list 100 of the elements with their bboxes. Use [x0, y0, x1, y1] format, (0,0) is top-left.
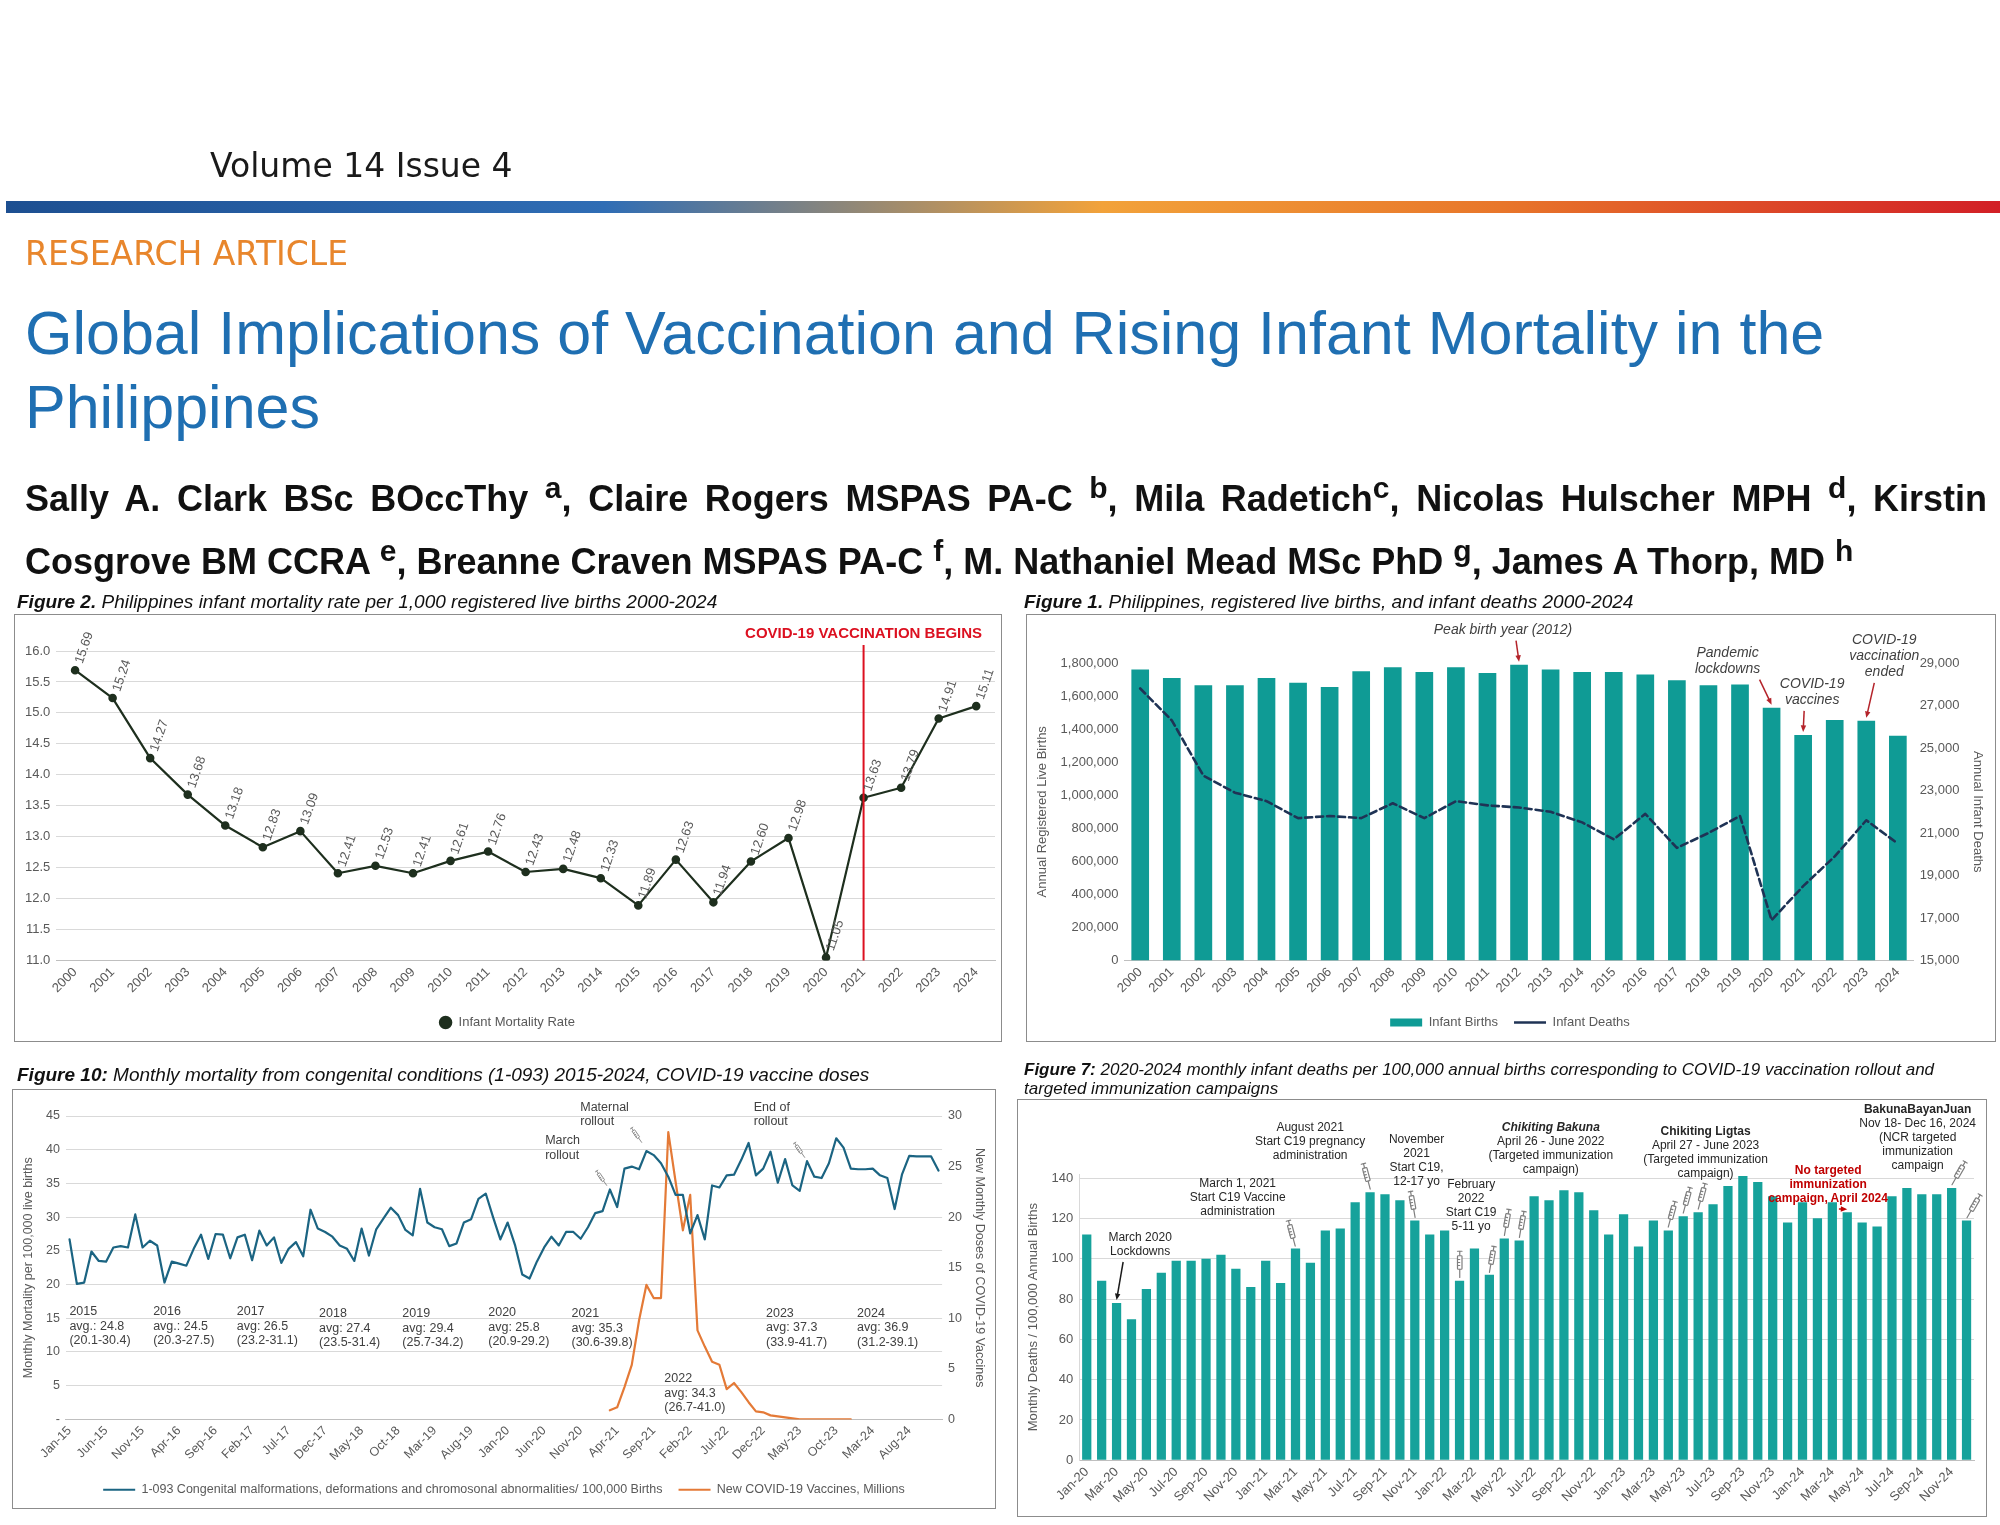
y-tick-label: 5	[52, 1378, 60, 1393]
bar	[1231, 1268, 1241, 1460]
y2-axis-title: New Monthly Doses of COVID-19 Vaccines	[973, 1147, 988, 1388]
bar	[1723, 1186, 1733, 1460]
point	[333, 868, 343, 878]
annotation: Maternal rollout	[580, 1099, 629, 1129]
bar	[1514, 1240, 1524, 1460]
point	[183, 790, 193, 799]
bar	[1961, 1220, 1972, 1460]
bar	[1618, 1214, 1629, 1460]
data-label: 12.61	[446, 820, 472, 856]
y-tick-label: 20	[1058, 1411, 1074, 1427]
data-label: 13.09	[296, 790, 322, 827]
bar	[1678, 1216, 1688, 1460]
y2-tick-label: 20	[948, 1209, 963, 1224]
point	[145, 753, 155, 763]
annotation: 2024 avg: 36.9 (31.2-39.1)	[857, 1305, 919, 1349]
bar	[1261, 1260, 1271, 1460]
bar	[1216, 1254, 1226, 1460]
y-tick-label: 10	[46, 1344, 60, 1359]
y-tick-label: 12.5	[24, 859, 51, 875]
data-label: 12.63	[671, 819, 697, 855]
bar	[1290, 1248, 1301, 1460]
point	[596, 873, 606, 883]
annotation: 2017 avg: 26.5 (23.2-31.1)	[236, 1304, 298, 1348]
bar	[1350, 1202, 1360, 1460]
bar	[1693, 1212, 1703, 1460]
bar	[1887, 1196, 1897, 1460]
y-tick-label: 600,000	[1071, 852, 1119, 868]
bar	[1447, 667, 1465, 961]
data-label: 12.41	[333, 832, 359, 869]
y-tick-label: 400,000	[1071, 885, 1119, 901]
point	[220, 821, 230, 830]
point	[70, 665, 80, 675]
bar	[1156, 1272, 1166, 1460]
bar	[1126, 1319, 1137, 1460]
bar	[1794, 734, 1812, 961]
data-label: 15.24	[108, 657, 134, 694]
bar	[1917, 1194, 1927, 1460]
bar	[1257, 677, 1276, 961]
bar	[1782, 1222, 1793, 1460]
bar	[1162, 677, 1181, 961]
y2-tick-label: 25,000	[1919, 739, 1960, 755]
point	[558, 864, 568, 874]
data-label: 11.94	[709, 862, 734, 898]
bar	[1872, 1226, 1882, 1460]
y-tick-label: 0	[1066, 1451, 1074, 1467]
legend-label: New COVID-19 Vaccines, Millions	[716, 1482, 905, 1497]
bar	[1226, 685, 1244, 961]
y-tick-label: 13.0	[24, 828, 51, 844]
bar	[1825, 720, 1844, 961]
point	[371, 861, 380, 871]
y-tick-label: 100	[1051, 1250, 1074, 1266]
point	[709, 898, 718, 907]
point	[408, 868, 418, 878]
bar	[1738, 1176, 1748, 1460]
y2-tick-label: 5	[948, 1361, 956, 1376]
bar	[1380, 1194, 1390, 1460]
bar	[1454, 1280, 1465, 1460]
data-label: 14.91	[934, 677, 960, 714]
data-label: 13.63	[859, 757, 885, 793]
data-label: 13.18	[221, 785, 247, 821]
bar	[1762, 707, 1781, 961]
bar	[1857, 720, 1876, 961]
y-tick-label: 11.0	[25, 952, 51, 968]
data-label: 12.33	[596, 837, 622, 874]
bar	[1636, 674, 1655, 961]
bar	[1425, 1234, 1435, 1460]
text: August 2021 Start C19 pregnancy administration	[1255, 1120, 1366, 1163]
bar	[1731, 684, 1749, 961]
data-label: 15.69	[71, 629, 96, 666]
bar	[1365, 1192, 1375, 1460]
y-tick-label: 40	[46, 1142, 60, 1157]
annotation: Chikiting Ligtas April 27 - June 2023 (Targeted immunization campaign)	[1643, 1124, 1768, 1181]
y-tick-label: 14.0	[24, 766, 51, 782]
y2-tick-label: 29,000	[1919, 654, 1960, 670]
ref-line-label: COVID-19 VACCINATION BEGINS	[745, 623, 983, 641]
data-label: 15.11	[972, 666, 997, 702]
y-axis-title: Monthly Mortality per 100,000 live births	[20, 1157, 35, 1379]
y2-tick-label: 25	[948, 1159, 963, 1174]
bar	[1544, 1200, 1554, 1460]
text: Global Implications of Vaccination and Rising Infant Mortality in the Philippines	[25, 298, 1826, 443]
annotation: End of rollout	[753, 1099, 791, 1129]
y-tick-label: -	[55, 1411, 60, 1426]
chart-title: Figure 2. Philippines infant mortality rate per 1,000 registered live births 2000-2024	[17, 590, 719, 613]
y-tick-label: 200,000	[1071, 919, 1119, 935]
data-label: 12.83	[258, 806, 284, 843]
y-tick-label: 12.0	[24, 890, 51, 906]
y-tick-label: 120	[1051, 1209, 1074, 1225]
y-tick-label: 13.5	[24, 797, 51, 813]
data-label: 11.05	[822, 917, 847, 953]
bar	[1604, 1234, 1614, 1460]
annotation: March 2020 Lockdowns	[1108, 1230, 1173, 1259]
bar	[1097, 1280, 1107, 1460]
y-tick-label: 40	[1058, 1371, 1074, 1387]
annotation: No targeted immunization campaign, April 2024	[1768, 1163, 1889, 1206]
bar	[1246, 1286, 1256, 1460]
bar	[1668, 680, 1686, 961]
legend-label: Infant Births	[1428, 1014, 1499, 1030]
bar	[1529, 1196, 1539, 1460]
